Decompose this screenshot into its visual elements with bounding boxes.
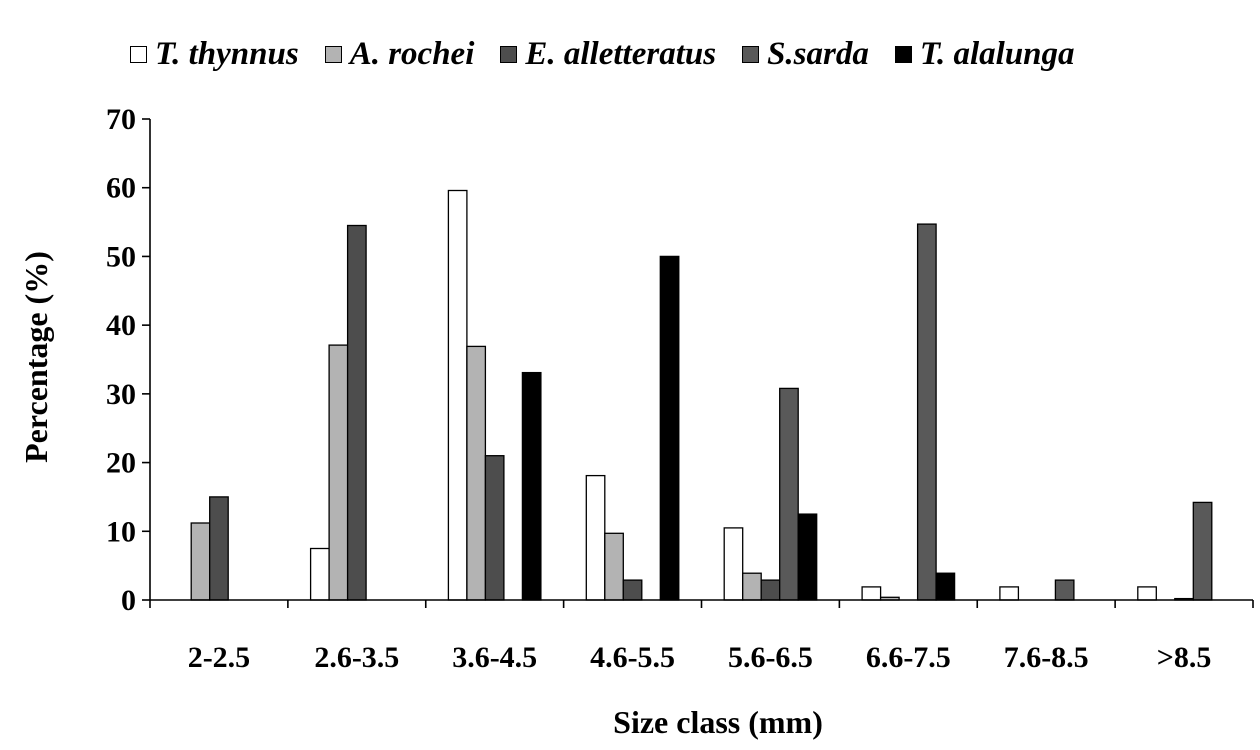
legend-item: E. alletteratus (500, 36, 716, 73)
legend-label: T. thynnus (155, 35, 299, 72)
bar (742, 572, 762, 601)
bar (999, 586, 1020, 601)
x-tick-label: 3.6-4.5 (452, 641, 537, 674)
y-tick-label: 70 (106, 103, 136, 136)
x-axis-title: Size class (mm) (613, 704, 823, 740)
legend-item: T. alalunga (894, 35, 1075, 73)
bar (190, 522, 211, 601)
bar (466, 345, 487, 601)
bar (585, 474, 606, 601)
bar (1192, 501, 1213, 601)
x-tick-label: 2-2.5 (188, 641, 251, 674)
legend-item: T. thynnus (130, 36, 299, 73)
legend-item: A. rochei (324, 35, 475, 73)
bar (861, 586, 882, 601)
legend-swatch (894, 45, 912, 63)
y-tick-label: 40 (106, 309, 136, 342)
bar (209, 496, 229, 601)
legend-label: T. alalunga (919, 35, 1075, 72)
x-tick-label: >8.5 (1157, 641, 1212, 674)
legend-swatch (500, 45, 518, 63)
bar (521, 371, 542, 601)
y-tick-label: 60 (106, 172, 136, 205)
bar (346, 224, 367, 601)
legend-swatch (742, 45, 760, 63)
legend-label: E. alletteratus (525, 35, 717, 72)
labels-layer: 0 10 20 30 40 50 60 70 2-2.5 2.6-3.5 3.6-4.5 4.6-5.… (106, 103, 1211, 674)
y-axis-title: Percentage (%) (18, 251, 54, 463)
y-tick-label: 30 (106, 378, 136, 411)
legend-swatch (130, 45, 147, 63)
bar (797, 513, 818, 601)
bar (1054, 579, 1075, 601)
x-tick-label: 7.6-8.5 (1004, 641, 1089, 674)
y-tick-label: 20 (106, 447, 136, 480)
bar (622, 579, 643, 601)
legend-label: S.sarda (767, 35, 869, 72)
legend: T. thynnus A. rochei E. alletteratus S.sard… (130, 34, 1075, 74)
bar (447, 189, 468, 601)
legend-swatch (324, 45, 342, 63)
y-tick-label: 10 (106, 515, 136, 548)
bar (916, 223, 937, 601)
legend-label: A. rochei (349, 35, 475, 72)
bar (484, 455, 505, 601)
bar (935, 572, 956, 601)
legend-item: S.sarda (742, 36, 869, 73)
bar (760, 579, 781, 601)
bar (309, 547, 330, 601)
x-tick-label: 6.6-7.5 (866, 641, 951, 674)
bar (779, 387, 799, 601)
bar (659, 255, 680, 601)
y-tick-label: 50 (106, 240, 136, 273)
bar (604, 532, 624, 601)
axes-layer (142, 118, 1254, 608)
bar (1137, 586, 1157, 601)
y-tick-label: 0 (121, 584, 136, 617)
x-tick-label: 2.6-3.5 (314, 641, 399, 674)
x-tick-label: 5.6-6.5 (728, 641, 813, 674)
bars-layer (190, 189, 1213, 601)
x-tick-label: 4.6-5.5 (590, 641, 675, 674)
bar (723, 527, 744, 601)
bar (328, 344, 349, 601)
